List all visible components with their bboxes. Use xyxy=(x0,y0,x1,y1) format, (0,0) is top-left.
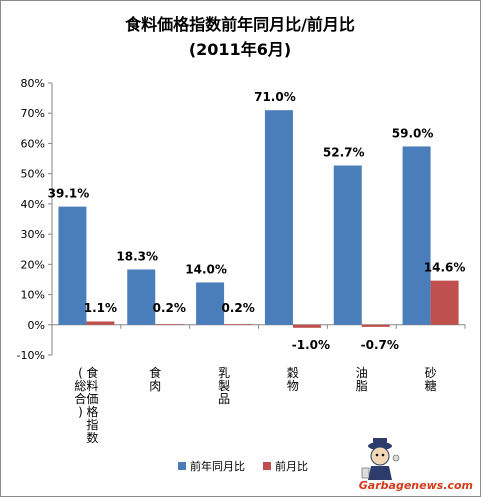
y-tick-label: 60% xyxy=(21,137,45,150)
data-label: 14.0% xyxy=(185,262,227,276)
mascot-figure-icon xyxy=(361,438,400,480)
y-tick-label: 30% xyxy=(21,228,45,241)
category-label: 食料価格指数 xyxy=(86,365,98,445)
bar-yoy xyxy=(58,206,87,325)
data-label: 0.2% xyxy=(153,301,186,315)
y-tick-label: -10% xyxy=(17,349,45,362)
category-label: 油脂 xyxy=(356,366,368,393)
category-label: 乳製品 xyxy=(218,366,230,406)
legend-label: 前月比 xyxy=(275,459,308,473)
data-label: 1.1% xyxy=(84,301,117,315)
legend-swatch xyxy=(178,462,186,470)
data-label: 71.0% xyxy=(254,90,296,104)
y-tick-label: 50% xyxy=(21,168,45,181)
y-tick-label: 70% xyxy=(21,107,45,120)
bar-mom xyxy=(361,324,390,327)
data-label: -1.0% xyxy=(292,338,330,352)
category-label: 砂糖 xyxy=(425,366,437,393)
data-label: 59.0% xyxy=(392,126,434,140)
plot-area: -10% 0% 10% 20% 30% 40% 50% 60% 70% 80% 39.1% 18.3%… xyxy=(17,77,466,445)
legend-swatch xyxy=(263,462,271,470)
watermark-text: Garbagenews.com xyxy=(359,479,473,492)
y-tick-label: 80% xyxy=(21,77,45,90)
data-label: -0.7% xyxy=(361,338,399,352)
bar-yoy xyxy=(264,110,293,325)
bar-yoy xyxy=(127,269,156,325)
category-label: (総合) xyxy=(74,366,86,419)
data-label: 39.1% xyxy=(48,187,90,201)
data-label: 14.6% xyxy=(424,261,466,275)
bar-mom xyxy=(86,321,115,325)
data-label: 52.7% xyxy=(323,146,365,160)
bar-mom xyxy=(292,324,321,328)
y-tick-label: 10% xyxy=(21,289,45,302)
category-label: 穀物 xyxy=(287,366,299,393)
legend: 前年同月比 前月比 xyxy=(178,459,308,473)
chart-title: 食料価格指数前年同月比/前月比 xyxy=(124,15,355,34)
y-tick-label: 40% xyxy=(21,198,45,211)
y-tick-label: 20% xyxy=(21,258,45,271)
watermark: Garbagenews.com xyxy=(359,438,473,492)
data-label: 18.3% xyxy=(116,249,158,263)
category-label: 食肉 xyxy=(149,365,161,393)
bar-yoy xyxy=(333,165,362,325)
bar-yoy xyxy=(402,146,431,325)
chart-subtitle: (2011年6月) xyxy=(189,40,291,59)
bar-mom xyxy=(224,324,253,325)
bar-yoy xyxy=(196,282,225,325)
legend-label: 前年同月比 xyxy=(190,459,245,473)
bar-mom xyxy=(430,280,459,325)
bar-mom xyxy=(155,324,184,325)
data-label: 0.2% xyxy=(221,301,254,315)
y-tick-label: 0% xyxy=(28,319,45,332)
